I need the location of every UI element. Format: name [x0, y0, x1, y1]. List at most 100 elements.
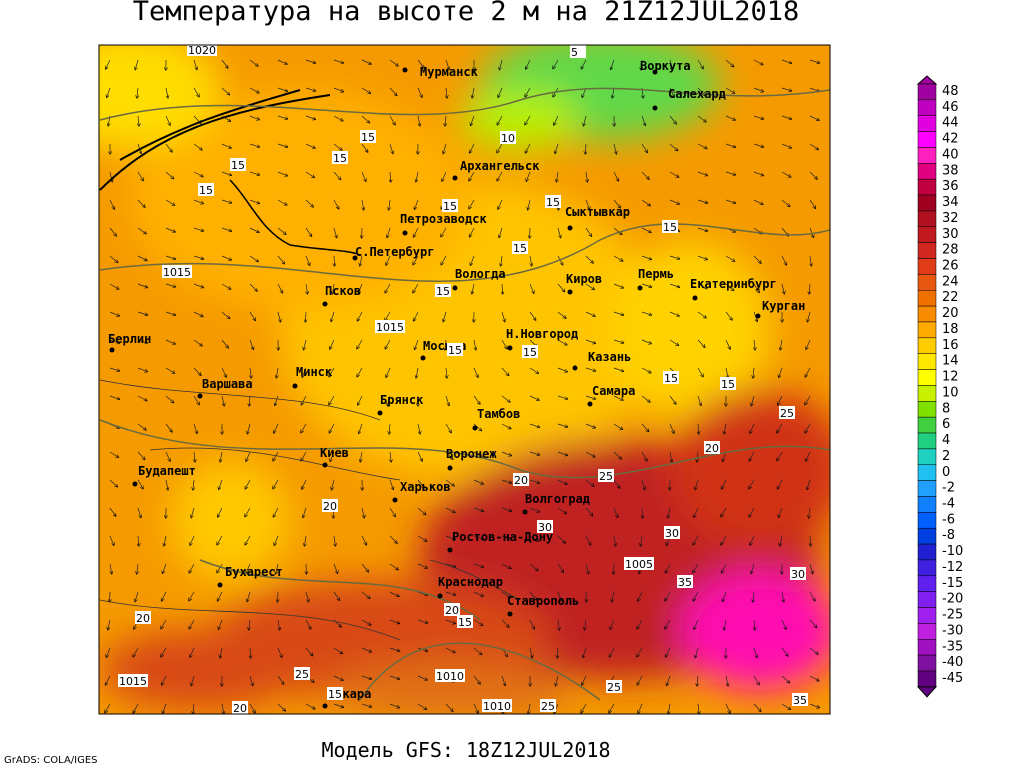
- isoline-label-box: [327, 687, 343, 700]
- city-label: Ставрополь: [507, 594, 579, 608]
- wind-arrow: [413, 227, 419, 237]
- city-label: Екатеринбург: [690, 277, 777, 291]
- isoline-label-box: [677, 575, 693, 588]
- wind-arrow: [165, 87, 168, 98]
- wind-arrow: [389, 591, 399, 596]
- wind-arrow: [805, 395, 811, 405]
- wind-arrow: [250, 367, 251, 378]
- wind-arrow: [445, 507, 455, 513]
- legend-label: 16: [942, 338, 959, 353]
- wind-arrow: [612, 591, 615, 602]
- isoline-label: 30: [791, 568, 805, 581]
- isoline-label: 15: [443, 200, 457, 213]
- wind-arrow: [641, 311, 652, 315]
- city-dot: [567, 225, 573, 231]
- wind-arrow: [637, 619, 643, 629]
- wind-arrow: [586, 171, 587, 182]
- wind-arrow: [390, 451, 391, 462]
- wind-arrow: [414, 311, 419, 321]
- wind-arrow: [613, 143, 616, 154]
- wind-arrow: [278, 619, 280, 630]
- wind-arrow: [137, 199, 145, 207]
- wind-arrow: [133, 647, 139, 657]
- legend-swatch: [917, 416, 937, 434]
- wind-arrow: [135, 591, 139, 602]
- wind-arrow: [361, 171, 366, 181]
- wind-arrow: [333, 87, 343, 92]
- wind-arrow: [389, 87, 397, 95]
- wind-arrow: [330, 339, 335, 349]
- wind-arrow: [805, 423, 811, 433]
- wind-arrow: [304, 535, 306, 546]
- wind-arrow: [722, 479, 727, 489]
- wind-arrow: [249, 311, 255, 320]
- isoline-label: 1010: [483, 700, 511, 713]
- isoline-label-box: [537, 520, 553, 533]
- isoline-label-box: [457, 615, 473, 628]
- wind-arrow: [809, 87, 819, 91]
- wind-arrow: [557, 367, 567, 372]
- wind-arrow: [221, 283, 231, 289]
- wind-arrow: [805, 367, 811, 377]
- isoline-label-box: [540, 699, 556, 712]
- wind-arrow: [613, 339, 624, 343]
- city-label: Воркута: [640, 59, 691, 73]
- isoline-label: 15: [199, 184, 213, 197]
- city-label: Вологда: [455, 267, 506, 281]
- wind-arrow: [417, 675, 427, 680]
- wind-arrow: [273, 451, 279, 461]
- legend-swatch: [917, 99, 937, 116]
- isoline-label: 15: [231, 159, 245, 172]
- wind-arrow: [528, 199, 531, 210]
- wind-arrow: [473, 423, 481, 431]
- wind-arrow: [193, 87, 199, 97]
- wind-arrow: [530, 255, 532, 266]
- wind-arrow: [613, 563, 614, 574]
- wind-arrow: [385, 283, 391, 293]
- wind-arrow: [721, 507, 727, 517]
- wind-arrow: [109, 311, 119, 316]
- wind-arrow: [329, 395, 335, 405]
- legend-swatch: [917, 464, 937, 481]
- wind-arrow: [753, 647, 757, 658]
- wind-arrow: [389, 199, 390, 210]
- wind-arrow: [162, 675, 167, 685]
- wind-arrow: [810, 255, 811, 266]
- wind-arrow: [778, 507, 783, 517]
- wind-arrow: [445, 479, 454, 486]
- city-label: Сыктывкар: [565, 205, 630, 219]
- wind-arrow: [306, 283, 307, 294]
- wind-arrow: [613, 199, 620, 208]
- wind-arrow: [165, 451, 170, 461]
- isoline-label: 5: [571, 46, 578, 59]
- wind-arrow: [275, 395, 279, 405]
- wind-arrow: [723, 451, 727, 461]
- wind-arrow: [498, 199, 503, 209]
- wind-arrow: [249, 255, 258, 262]
- wind-arrow: [277, 143, 288, 147]
- wind-arrow: [473, 591, 483, 596]
- isoline-label-box: [447, 343, 463, 356]
- wind-arrow: [753, 87, 763, 92]
- city-dot: [217, 582, 223, 588]
- city-dot: [652, 69, 658, 75]
- isoline-label-box: [779, 406, 795, 419]
- wind-arrow: [165, 479, 168, 490]
- wind-arrow: [695, 647, 699, 658]
- isoline-label: 15: [361, 131, 375, 144]
- wind-arrow: [302, 479, 307, 489]
- wind-arrow: [137, 367, 147, 372]
- city-label: Н.Новгород: [506, 327, 578, 341]
- wind-arrow: [221, 87, 229, 95]
- wind-arrow: [781, 255, 786, 265]
- legend-swatch: [917, 242, 937, 259]
- city-dot: [322, 703, 328, 709]
- wind-arrow: [445, 563, 456, 567]
- wind-arrow: [528, 703, 530, 714]
- wind-arrow: [693, 563, 699, 573]
- wind-arrow: [669, 255, 680, 259]
- wind-arrow: [305, 311, 306, 322]
- wind-arrow: [638, 591, 643, 601]
- legend-swatch: [917, 289, 937, 307]
- city-dot: [420, 355, 426, 361]
